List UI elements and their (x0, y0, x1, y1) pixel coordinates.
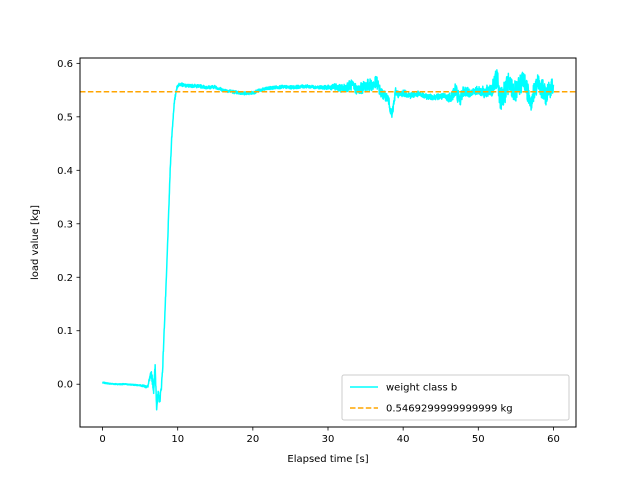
series-layer (80, 69, 576, 411)
y-tick-label: 0.5 (57, 112, 73, 123)
x-tick-label: 40 (397, 434, 410, 445)
x-axis: 0 10 20 30 40 50 60 (99, 427, 560, 445)
x-tick-label: 20 (246, 434, 259, 445)
series-line-weight-class-b (101, 69, 555, 411)
x-axis-label: Elapsed time [s] (287, 454, 368, 465)
legend-label-reference: 0.5469299999999999 kg (386, 404, 513, 415)
legend-box (341, 374, 570, 421)
y-tick-label: 0.2 (57, 273, 73, 284)
x-tick-label: 10 (171, 434, 184, 445)
y-axis-label: load value [kg] (30, 205, 41, 280)
legend: weight class b 0.5469299999999999 kg (341, 374, 570, 421)
x-tick-label: 50 (472, 434, 485, 445)
x-tick-label: 60 (547, 434, 560, 445)
legend-label-weight-class-b: weight class b (386, 383, 457, 394)
y-tick-label: 0.1 (57, 326, 73, 337)
x-tick-label: 0 (99, 434, 105, 445)
y-tick-label: 0.6 (57, 59, 73, 70)
x-tick-label: 30 (322, 434, 335, 445)
y-tick-label: 0.0 (57, 380, 73, 391)
y-axis: 0.0 0.1 0.2 0.3 0.4 0.5 0.6 (57, 59, 80, 391)
y-tick-label: 0.4 (57, 166, 73, 177)
y-tick-label: 0.3 (57, 219, 73, 230)
